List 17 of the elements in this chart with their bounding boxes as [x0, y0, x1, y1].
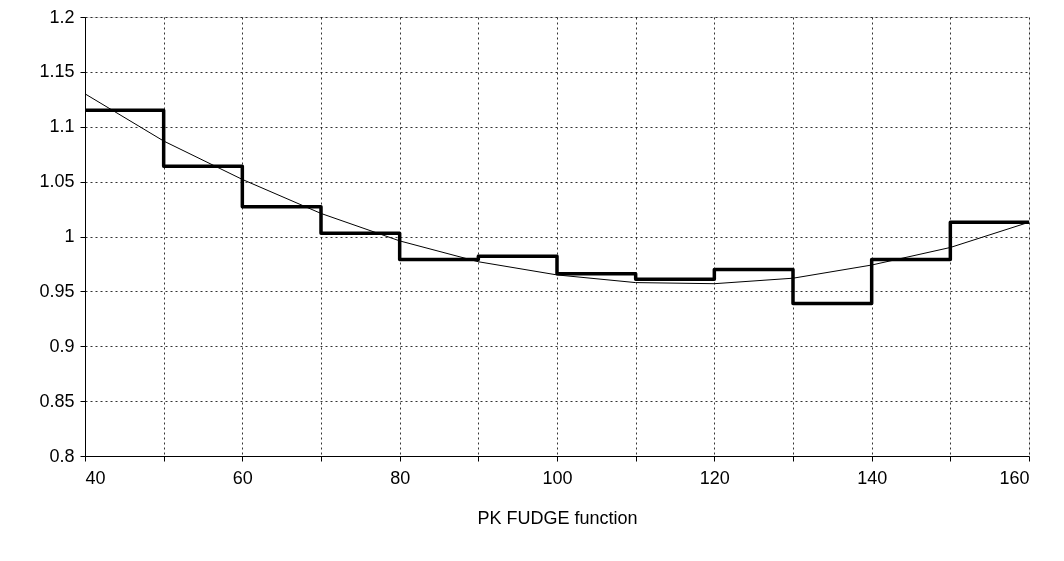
y-tick-label: 0.9	[49, 335, 75, 356]
y-tick-label: 1.05	[39, 171, 75, 192]
x-tick-label: 160	[999, 467, 1030, 488]
y-tick-label: 0.95	[39, 280, 75, 301]
x-tick-label: 140	[857, 467, 888, 488]
y-tick-label: 1.15	[39, 61, 75, 82]
x-tick-label: 80	[390, 467, 411, 488]
x-tick-label: 120	[699, 467, 730, 488]
y-tick-label: 0.85	[39, 390, 75, 411]
x-tick-label: 60	[232, 467, 253, 488]
y-tick-label: 1	[64, 226, 75, 246]
x-axis-title: PK FUDGE function	[477, 507, 638, 528]
y-tick-label: 0.8	[49, 445, 75, 466]
x-tick-label: 40	[85, 467, 106, 488]
y-tick-label: 1.1	[49, 116, 75, 137]
y-tick-label: 1.2	[49, 6, 75, 27]
x-tick-label: 100	[542, 467, 573, 488]
